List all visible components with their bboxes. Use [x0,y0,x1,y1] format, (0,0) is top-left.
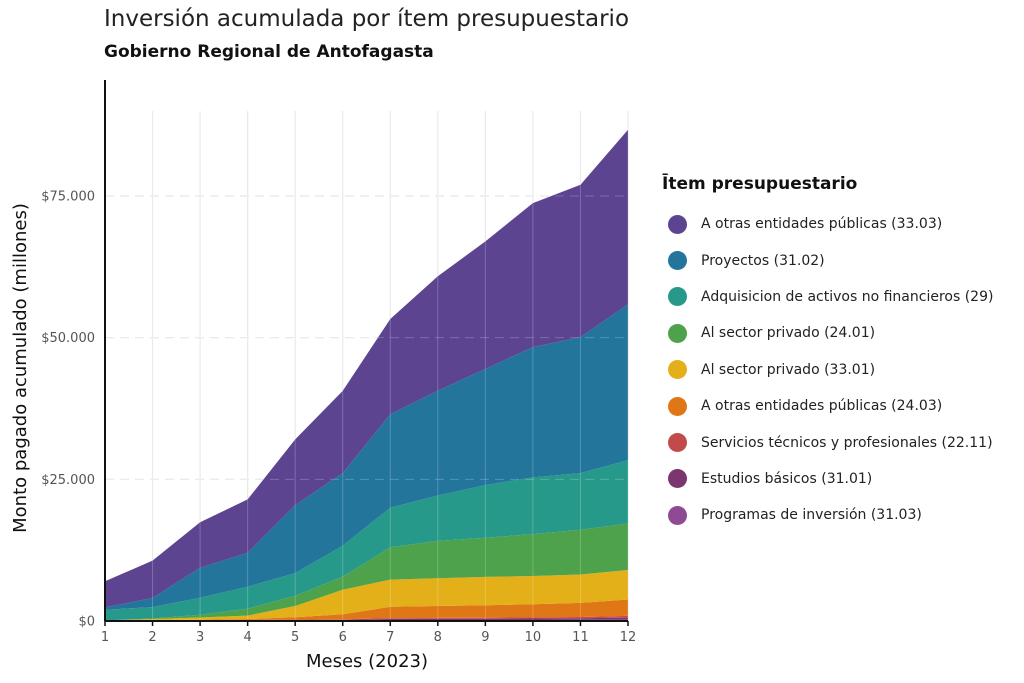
x-tick-label: 12 [620,630,637,645]
legend-swatch [668,505,687,525]
legend-swatch [668,287,687,307]
legend-label: Proyectos (31.02) [701,252,825,269]
legend: Ītem presupuestario A otras entidades pú… [662,174,993,534]
legend-item: A otras entidades públicas (24.03) [662,388,993,424]
area-series [105,460,628,621]
legend-swatch [668,214,687,234]
legend-item: Servicios técnicos y profesionales (22.1… [662,424,993,460]
legend-item: Programas de inversión (31.03) [662,497,993,533]
area-series [105,617,628,621]
legend-label: Adquisicion de activos no financieros (2… [701,288,994,305]
legend-label: Al sector privado (33.01) [701,361,876,378]
y-tick-label: $75.000 [41,190,95,205]
legend-item: Adquisicion de activos no financieros (2… [662,279,993,315]
area-series [105,129,628,608]
x-tick-label: 5 [291,630,299,645]
chart-title: Inversión acumulada por ítem presupuesta… [104,6,630,32]
x-axis-title: Meses (2023) [306,651,428,672]
legend-swatch [668,433,687,453]
x-tick-label: 6 [339,630,347,645]
legend-label: Programas de inversión (31.03) [701,507,922,524]
area-series [105,304,628,610]
legend-swatch [668,251,687,271]
area-series [105,615,628,621]
x-tick-label: 8 [434,630,442,645]
chart-subtitle: Gobierno Regional de Antofagasta [104,42,434,62]
legend-label: A otras entidades públicas (24.03) [701,398,943,415]
legend-item: Al sector privado (33.01) [662,352,993,388]
x-tick-label: 1 [101,630,109,645]
legend-label: Estudios básicos (31.01) [701,470,873,487]
x-tick-label: 9 [481,630,489,645]
y-axis-title: Monto pagado acumulado (millones) [10,203,31,533]
x-tick-label: 10 [525,630,542,645]
y-tick-label: $50.000 [41,331,95,346]
x-tick-label: 7 [386,630,394,645]
area-layer [105,129,628,621]
legend-swatch [668,396,687,416]
area-series [105,599,628,621]
area-series [105,570,628,621]
legend-title: Ītem presupuestario [662,174,858,194]
legend-items: A otras entidades públicas (33.03) Proyec… [662,206,993,534]
legend-item: Proyectos (31.02) [662,242,993,278]
x-tick-label: 2 [148,630,156,645]
x-tick-label: 11 [572,630,589,645]
y-tick-label: $0 [78,615,95,630]
legend-item: Al sector privado (24.01) [662,315,993,351]
legend-item: A otras entidades públicas (33.03) [662,206,993,242]
legend-swatch [668,469,687,489]
legend-label: A otras entidades públicas (33.03) [701,216,943,233]
x-tick-label: 4 [243,630,251,645]
legend-label: Al sector privado (24.01) [701,325,876,342]
legend-label: Servicios técnicos y profesionales (22.1… [701,434,993,451]
legend-swatch [668,360,687,380]
legend-swatch [668,323,687,343]
area-series [105,523,628,621]
legend-item: Estudios básicos (31.01) [662,461,993,497]
y-tick-label: $25.000 [41,473,95,488]
x-tick-label: 3 [196,630,204,645]
